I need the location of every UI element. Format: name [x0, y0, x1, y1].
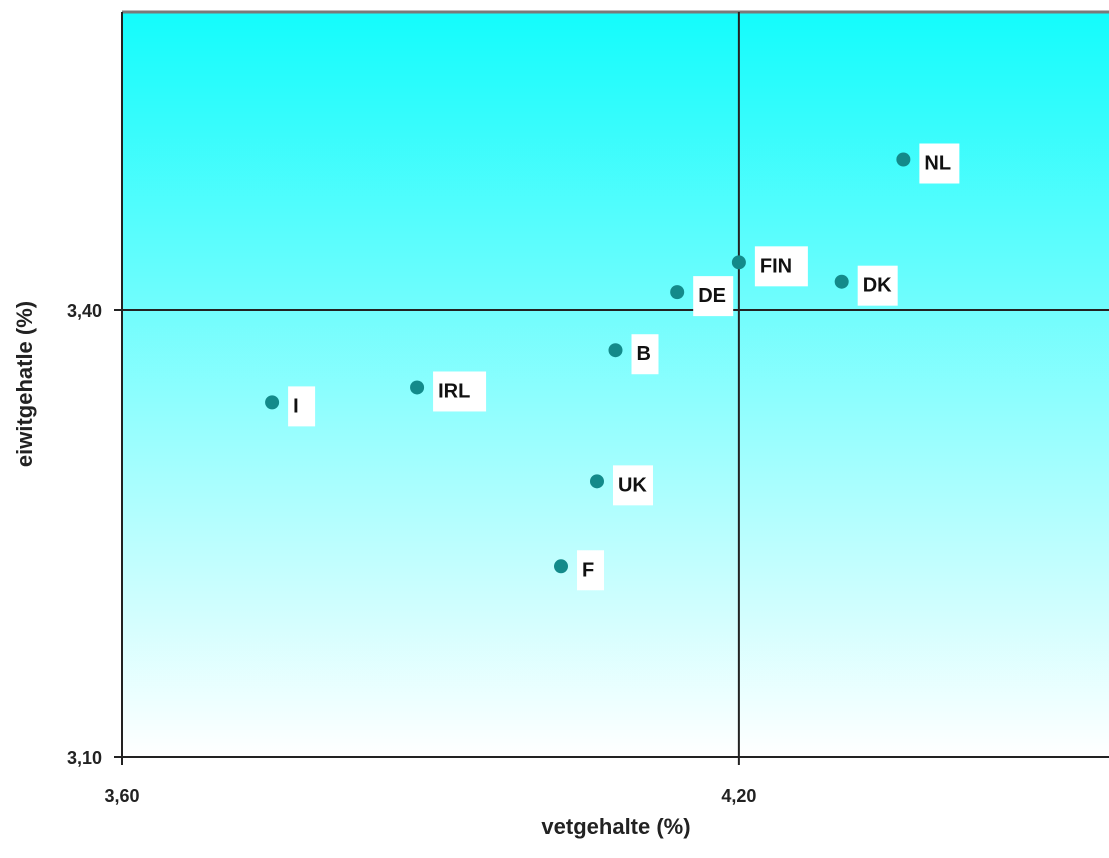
- data-point-fin: FIN: [731, 246, 808, 287]
- point-marker: [410, 380, 425, 395]
- data-point-dk: DK: [834, 265, 898, 306]
- x-axis-ticks: 3,60 4,20: [104, 757, 756, 806]
- plot-area: [122, 12, 1109, 757]
- point-label: B: [637, 343, 651, 365]
- point-label-bg: [577, 550, 605, 591]
- point-label: IRL: [438, 380, 470, 402]
- point-label-bg: [693, 276, 734, 317]
- point-label-bg: [919, 143, 960, 184]
- y-axis-ticks: 3,10 3,40: [67, 301, 122, 768]
- point-label-bg: [857, 265, 898, 306]
- point-label: DE: [698, 285, 726, 307]
- y-tick-label: 3,10: [67, 748, 102, 768]
- data-point-b: B: [608, 334, 659, 375]
- point-label-bg: [433, 371, 487, 412]
- data-point-nl: NL: [896, 143, 960, 184]
- point-marker: [589, 474, 604, 489]
- point-label-bg: [288, 386, 316, 427]
- data-points: NL FIN DK DE B IRL I UK F: [265, 143, 960, 591]
- data-point-de: DE: [670, 276, 734, 317]
- point-label: FIN: [760, 255, 792, 277]
- point-label-bg: [631, 334, 659, 375]
- x-axis-title: vetgehalte (%): [541, 814, 690, 839]
- point-label-bg: [612, 465, 653, 506]
- point-marker: [554, 559, 569, 574]
- reference-lines: [122, 12, 1109, 757]
- y-tick-label: 3,40: [67, 301, 102, 321]
- x-tick-label: 3,60: [104, 786, 139, 806]
- point-label: DK: [863, 275, 892, 297]
- point-label: I: [293, 395, 299, 417]
- point-marker: [834, 274, 849, 289]
- point-marker: [265, 395, 280, 410]
- point-label: F: [582, 559, 594, 581]
- data-point-f: F: [554, 550, 605, 591]
- point-label-bg: [754, 246, 808, 287]
- data-point-irl: IRL: [410, 371, 487, 412]
- data-point-uk: UK: [589, 465, 653, 506]
- point-marker: [608, 343, 623, 358]
- y-axis-title: eiwitgehatle (%): [12, 301, 37, 467]
- x-tick-label: 4,20: [721, 786, 756, 806]
- point-marker: [731, 255, 746, 270]
- point-marker: [670, 285, 685, 300]
- point-label: UK: [618, 474, 647, 496]
- point-marker: [896, 152, 911, 167]
- point-label: NL: [924, 153, 951, 175]
- data-point-i: I: [265, 386, 316, 427]
